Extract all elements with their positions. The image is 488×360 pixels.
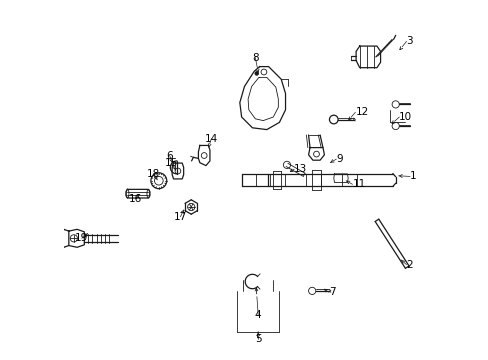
Text: 19: 19 — [75, 233, 88, 243]
Text: 7: 7 — [328, 287, 335, 297]
Text: 12: 12 — [355, 107, 368, 117]
Text: 9: 9 — [336, 154, 342, 164]
Text: 5: 5 — [254, 334, 261, 344]
Text: 13: 13 — [294, 164, 307, 174]
Text: 14: 14 — [204, 134, 218, 144]
Text: 8: 8 — [251, 53, 258, 63]
Text: 1: 1 — [409, 171, 416, 181]
Text: 6: 6 — [166, 150, 173, 161]
Text: 3: 3 — [406, 36, 412, 46]
Text: 18: 18 — [147, 168, 160, 179]
Text: 10: 10 — [399, 112, 411, 122]
Text: 11: 11 — [352, 179, 365, 189]
Text: 2: 2 — [406, 260, 412, 270]
Text: 17: 17 — [173, 212, 187, 222]
Circle shape — [254, 72, 258, 75]
Text: 15: 15 — [165, 158, 178, 168]
Text: 4: 4 — [254, 310, 261, 320]
Text: 16: 16 — [129, 194, 142, 204]
